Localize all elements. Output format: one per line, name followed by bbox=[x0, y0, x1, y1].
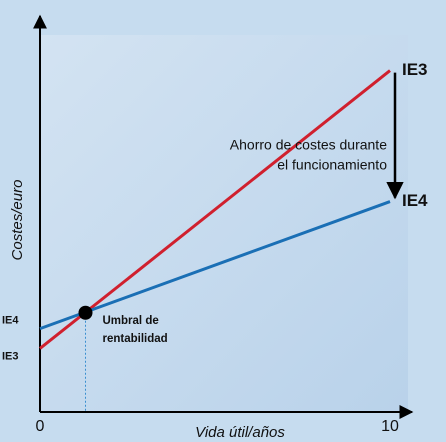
x-axis-label: Vida útil/años bbox=[195, 424, 285, 441]
chart: Costes/euro Vida útil/años 0 10 IE3 IE3 IE4 I… bbox=[0, 0, 446, 442]
series-end-label: IE4 bbox=[402, 191, 428, 210]
series-end-label: IE3 bbox=[402, 60, 428, 79]
plot-area bbox=[40, 35, 408, 412]
x-tick-label: 10 bbox=[381, 418, 399, 435]
x-tick-label: 0 bbox=[36, 418, 45, 435]
savings-label: el funcionamiento bbox=[277, 157, 387, 173]
break-even-label: Umbral de bbox=[103, 315, 159, 327]
savings-label: Ahorro de costes durante bbox=[230, 137, 387, 153]
y-axis-label: Costes/euro bbox=[9, 180, 26, 261]
break-even-label: rentabilidad bbox=[103, 333, 168, 345]
series-start-label: IE3 bbox=[2, 350, 19, 362]
series-start-label: IE4 bbox=[2, 315, 19, 327]
break-even-point bbox=[79, 306, 93, 320]
